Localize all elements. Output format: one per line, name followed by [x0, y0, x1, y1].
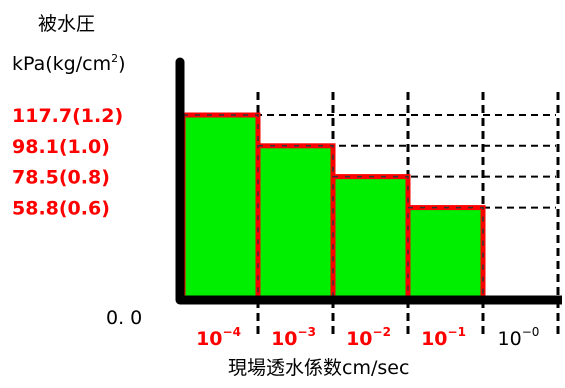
axes-group — [175, 57, 562, 305]
origin-label: 0. 0 — [106, 307, 142, 329]
x-tick-label-0: 10−4 — [196, 325, 241, 350]
x-axis-title: 現場透水係数cm/sec — [228, 357, 409, 379]
bars-group — [180, 112, 486, 303]
y-tick-labels: 117.7(1.2) 98.1(1.0) 78.5(0.8) 58.8(0.6) — [12, 105, 123, 220]
bar-1 — [255, 143, 336, 303]
x-tick-label-1: 10−3 — [271, 325, 316, 350]
y-axis-unit-sup: 2 — [111, 52, 118, 65]
y-axis-title: 被水圧 — [38, 13, 95, 35]
x-tick-label-4: 10−0 — [498, 325, 540, 350]
x-tick-label-2: 10−2 — [346, 325, 391, 350]
bar-3 — [405, 205, 486, 303]
y-tick-label-1: 98.1(1.0) — [12, 136, 110, 158]
bar-outline-0 — [182, 114, 259, 301]
bar-2 — [330, 174, 411, 303]
y-axis-unit: kPa(kg/cm2) — [12, 52, 126, 75]
x-tick-labels: 10−4 10−3 10−2 10−1 10−0 — [196, 325, 539, 350]
y-tick-label-2: 78.5(0.8) — [12, 167, 110, 189]
y-tick-label-3: 58.8(0.6) — [12, 198, 110, 220]
bar-0 — [180, 112, 261, 303]
x-tick-label-3: 10−1 — [421, 325, 466, 350]
y-tick-label-0: 117.7(1.2) — [12, 105, 123, 127]
